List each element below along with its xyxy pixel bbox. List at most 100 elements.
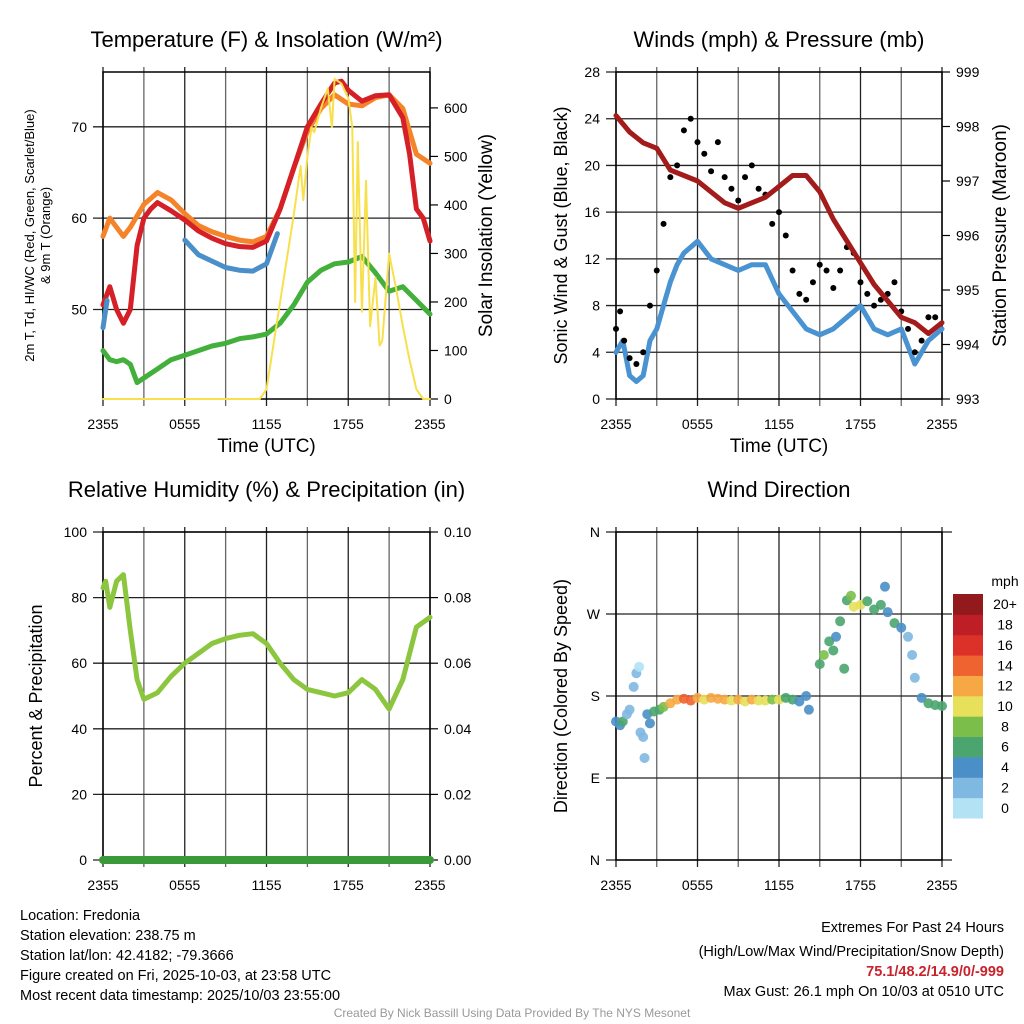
- y-tick-label-right: 998: [956, 119, 980, 135]
- x-tick-label: 1755: [845, 416, 876, 432]
- colorbar-swatch: [953, 736, 983, 758]
- gust-point: [674, 162, 681, 169]
- gust-point: [621, 337, 628, 344]
- colorbar-swatch: [953, 634, 983, 656]
- direction-point: [916, 692, 927, 703]
- location-text: Location: Fredonia: [20, 908, 141, 924]
- gust-point: [735, 197, 742, 204]
- gust-point: [837, 267, 844, 274]
- colorbar-swatch: [953, 797, 983, 819]
- station-info: Location: Fredonia Station elevation: 23…: [20, 906, 340, 1006]
- x-tick-label: 0555: [682, 877, 713, 893]
- gust-point: [864, 290, 871, 297]
- winds-panel: 0 4 8 12 16 20 24 28 993 994 995 996 997 998 999 2355 05…: [551, 27, 1011, 457]
- extremes-legend: (High/Low/Max Wind/Precipitation/Snow De…: [698, 944, 1004, 960]
- gust-point: [667, 174, 674, 181]
- y-tick-label-left: 0: [79, 852, 87, 868]
- gust-point: [640, 349, 647, 356]
- colorbar-label: 0: [1001, 800, 1009, 816]
- extremes-values: 75.1/48.2/14.9/0/-999: [866, 964, 1004, 980]
- gust-point: [918, 337, 925, 344]
- x-tick-label: 1155: [764, 416, 794, 432]
- y-tick-label-left: 60: [71, 655, 87, 671]
- temperature-panel: 50 60 70 0 100 200 300 400 500 600 2355 0555 1155 175…: [22, 27, 497, 457]
- y-tick-label-left: 12: [584, 251, 600, 267]
- direction-point: [875, 599, 886, 610]
- x-tick-label: 1155: [251, 877, 281, 893]
- direction-point: [801, 691, 812, 701]
- y-tick-label-left: 20: [584, 157, 600, 173]
- direction-point: [828, 645, 839, 656]
- gust-point: [755, 185, 762, 192]
- colorbar-label: 6: [1001, 739, 1009, 755]
- gust-point: [803, 296, 810, 303]
- hi-wc-line: [100, 231, 280, 331]
- gust-point: [925, 314, 932, 321]
- gust-point: [816, 261, 823, 268]
- gust-point: [891, 279, 898, 286]
- gust-point: [830, 285, 837, 292]
- x-tick-label: 0555: [169, 877, 200, 893]
- y-tick-label-left: 24: [584, 111, 600, 127]
- x-tick-label: 2355: [600, 416, 631, 432]
- direction-point: [644, 718, 655, 729]
- chart-title: Wind Direction: [707, 477, 850, 502]
- y-tick-label-right: 995: [956, 282, 980, 298]
- colorbar-swatch: [953, 756, 983, 778]
- y-tick-label-left: 80: [71, 590, 87, 606]
- created-text: Figure created on Fri, 2025-10-03, at 23…: [20, 968, 332, 984]
- y-tick-label-left: 50: [71, 301, 87, 317]
- x-axis-label: Time (UTC): [217, 436, 316, 457]
- x-tick-label: 1755: [333, 416, 364, 432]
- x-tick-label: 2355: [600, 877, 631, 893]
- gust-point: [769, 220, 776, 227]
- colorbar-swatch: [953, 716, 983, 738]
- direction-point: [896, 622, 907, 633]
- colorbar-swatch: [953, 695, 983, 717]
- y-axis-label-right: Solar Insolation (Yellow): [476, 134, 497, 337]
- y-tick-label-right: 200: [444, 294, 468, 310]
- colorbar-label: 8: [1001, 718, 1009, 734]
- latlon-text: Station lat/lon: 42.4182; -79.3666: [20, 948, 234, 964]
- gust-point: [823, 267, 830, 274]
- x-tick-label: 0555: [169, 416, 200, 432]
- y-tick-label-left: 20: [71, 786, 87, 802]
- y-tick-label-right: 996: [956, 228, 980, 244]
- direction-point: [903, 631, 914, 642]
- elevation-text: Station elevation: 238.75 m: [20, 928, 196, 944]
- y-tick-label-right: 999: [956, 64, 980, 80]
- y-tick-label-left: N: [590, 852, 600, 868]
- colorbar-swatch: [953, 614, 983, 636]
- x-tick-label: 2355: [414, 877, 445, 893]
- max-gust-text: Max Gust: 26.1 mph On 10/03 at 0510 UTC: [723, 984, 1004, 1000]
- 9m-t-line: [100, 92, 433, 245]
- gust-point: [633, 360, 640, 367]
- y-tick-label-right: 997: [956, 173, 980, 189]
- direction-point: [831, 631, 842, 642]
- gust-point: [796, 290, 803, 297]
- y-tick-label-right: 0.00: [444, 852, 471, 868]
- y-tick-label-left: 28: [584, 64, 600, 80]
- y-axis-label-right: Station Pressure (Maroon): [990, 124, 1011, 347]
- direction-point: [937, 701, 947, 712]
- x-tick-label: 1155: [251, 416, 281, 432]
- relative-humidity-line: [100, 572, 433, 712]
- x-tick-label: 0555: [682, 416, 713, 432]
- y-tick-label-left: W: [587, 606, 601, 622]
- direction-point: [624, 704, 635, 715]
- y-tick-label-left: 40: [71, 721, 87, 737]
- direction-point: [634, 661, 645, 672]
- gust-point: [613, 325, 619, 332]
- direction-point: [879, 581, 890, 592]
- direction-point: [835, 616, 846, 627]
- direction-point: [907, 650, 918, 660]
- direction-point: [818, 650, 829, 660]
- colorbar-title: mph: [991, 573, 1018, 589]
- chart-title: Temperature (F) & Insolation (W/m²): [90, 27, 442, 52]
- humidity-panel: 0 20 40 60 80 100 0.00 0.02 0.04 0.06 0.08 0.10 2355…: [26, 477, 471, 893]
- gust-point: [708, 168, 715, 175]
- direction-point: [638, 732, 649, 742]
- y-tick-label-right: 100: [444, 342, 468, 358]
